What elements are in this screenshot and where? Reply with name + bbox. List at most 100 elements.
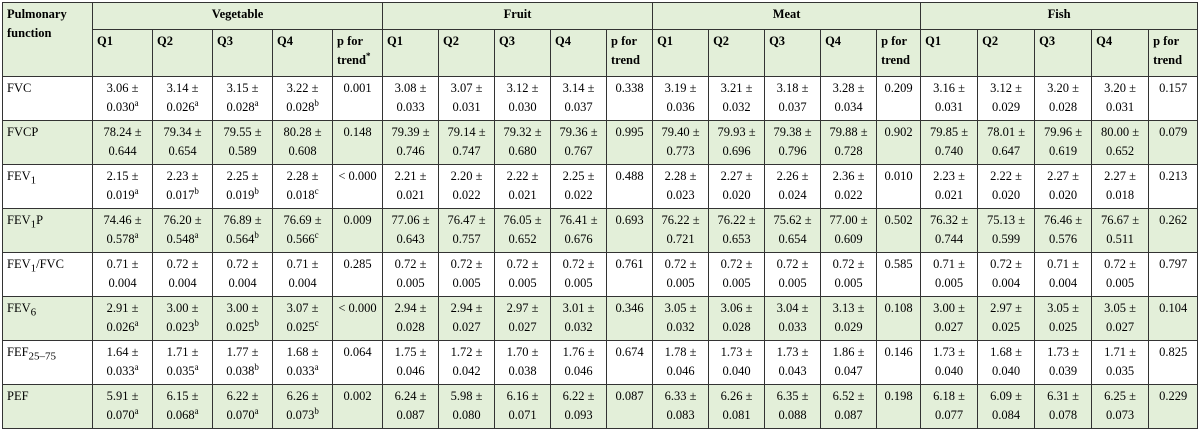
mean: 0.72 ± — [1104, 257, 1137, 271]
standard-error: 0.032 — [722, 100, 751, 114]
significance-mark: c — [314, 185, 319, 196]
mean: 0.72 ± — [166, 257, 199, 271]
mean: 76.46 ± — [1044, 213, 1083, 227]
value-cell: 1.73 ± 0.040 — [920, 340, 979, 385]
value-cell: 3.05 ± 0.032 — [652, 296, 710, 341]
standard-error: 0.005 — [834, 276, 863, 290]
standard-error: 0.654 — [778, 232, 807, 246]
standard-error: 0.028 — [226, 100, 255, 114]
p-value: 0.146 — [876, 340, 922, 385]
standard-error: 0.609 — [834, 232, 863, 246]
data-row: PEF 5.91 ±0.070a 6.15 ±0.068a 6.22 ±0.070a 6… — [2, 384, 1199, 429]
mean: 76.47 ± — [447, 213, 486, 227]
label-main: FVC — [7, 81, 32, 95]
standard-error: 0.027 — [508, 320, 537, 334]
mean: 1.71 ± — [166, 345, 199, 359]
standard-error: 0.030 — [508, 100, 537, 114]
value-cell: 6.25 ± 0.073 — [1091, 384, 1150, 429]
mean: 6.33 ± — [664, 389, 697, 403]
standard-error: 0.026 — [166, 100, 195, 114]
mean: 76.22 ± — [661, 213, 700, 227]
row-label: FVCP — [2, 120, 93, 165]
value-cell: 79.93 ± 0.696 — [708, 120, 766, 165]
standard-error: 0.004 — [108, 276, 137, 290]
mean: 76.05 ± — [503, 213, 542, 227]
value-cell: 2.22 ± 0.020 — [977, 164, 1036, 209]
mean: 1.70 ± — [506, 345, 539, 359]
standard-error: 0.644 — [108, 144, 137, 158]
mean: 3.16 ± — [933, 81, 966, 95]
standard-error: 0.026 — [106, 320, 135, 334]
row-label: FEV1/FVC — [2, 252, 93, 297]
data-row: FVC 3.06 ±0.030a 3.14 ±0.026a 3.15 ±0.028a 3… — [2, 76, 1199, 121]
significance-mark: a — [194, 97, 199, 108]
column-header: Q4 — [1091, 29, 1150, 77]
mean: 3.00 ± — [166, 301, 199, 315]
value-cell: 0.71 ± 0.004 — [1034, 252, 1093, 297]
mean: 0.72 ± — [832, 257, 865, 271]
label-main: FEV — [7, 257, 31, 271]
value-cell: 5.91 ± 0.070a — [92, 384, 153, 429]
mean: 75.13 ± — [987, 213, 1026, 227]
mean: 80.28 ± — [283, 125, 322, 139]
value-cell: 3.16 ± 0.031 — [920, 76, 979, 121]
standard-error: 0.652 — [508, 232, 537, 246]
standard-error: 0.033 — [286, 364, 315, 378]
value-cell: 3.20 ± 0.028 — [1034, 76, 1093, 121]
value-cell: 79.55 ± 0.589 — [212, 120, 273, 165]
mean: 6.15 ± — [166, 389, 199, 403]
standard-error: 0.004 — [288, 276, 317, 290]
standard-error: 0.023 — [166, 320, 195, 334]
mean: 79.32 ± — [503, 125, 542, 139]
standard-error: 0.080 — [452, 408, 481, 422]
mean: 2.23 ± — [166, 169, 199, 183]
standard-error: 0.033 — [396, 100, 425, 114]
column-header: p for trend — [605, 29, 654, 77]
mean: 3.20 ± — [1104, 81, 1137, 95]
mean: 0.72 ± — [664, 257, 697, 271]
significance-mark: b — [254, 317, 259, 328]
value-cell: 3.15 ± 0.028a — [212, 76, 273, 121]
standard-error: 0.030 — [106, 100, 135, 114]
mean: 0.72 ± — [776, 257, 809, 271]
value-cell: 2.22 ± 0.021 — [494, 164, 551, 209]
mean: 2.20 ± — [450, 169, 483, 183]
standard-error: 0.025 — [286, 320, 315, 334]
value-cell: 2.25 ± 0.022 — [550, 164, 607, 209]
mean: 3.12 ± — [506, 81, 539, 95]
p-value: 0.009 — [332, 208, 383, 253]
mean: 76.41 ± — [559, 213, 598, 227]
significance-mark: b — [194, 185, 199, 196]
column-header-text: p for trend — [337, 34, 366, 67]
standard-error: 0.005 — [508, 276, 537, 290]
label-main: FEF — [7, 345, 29, 359]
mean: 3.04 ± — [776, 301, 809, 315]
mean: 1.78 ± — [664, 345, 697, 359]
value-cell: 2.27 ± 0.018 — [1091, 164, 1150, 209]
value-cell: 6.52 ± 0.087 — [820, 384, 878, 429]
p-value: 0.262 — [1148, 208, 1199, 253]
standard-error: 0.005 — [1106, 276, 1135, 290]
standard-error: 0.084 — [992, 408, 1021, 422]
row-label: FEF25–75 — [2, 340, 93, 385]
value-cell: 1.71 ± 0.035 — [1091, 340, 1150, 385]
column-header: Q1 — [920, 29, 979, 77]
label-main: PEF — [7, 389, 29, 403]
p-value: 0.002 — [332, 384, 383, 429]
mean: 1.72 ± — [450, 345, 483, 359]
value-cell: 3.12 ± 0.030 — [494, 76, 551, 121]
value-cell: 0.72 ± 0.004 — [212, 252, 273, 297]
value-cell: 2.25 ± 0.019b — [212, 164, 273, 209]
value-cell: 2.91 ± 0.026a — [92, 296, 153, 341]
value-cell: 3.08 ± 0.033 — [382, 76, 439, 121]
mean: 2.28 ± — [286, 169, 319, 183]
significance-mark: a — [134, 361, 139, 372]
standard-error: 0.028 — [722, 320, 751, 334]
mean: 0.71 ± — [1047, 257, 1080, 271]
mean: 75.62 ± — [773, 213, 812, 227]
mean: 1.73 ± — [933, 345, 966, 359]
column-header: Q4 — [550, 29, 607, 77]
standard-error: 0.031 — [1106, 100, 1135, 114]
mean: 0.72 ± — [990, 257, 1023, 271]
